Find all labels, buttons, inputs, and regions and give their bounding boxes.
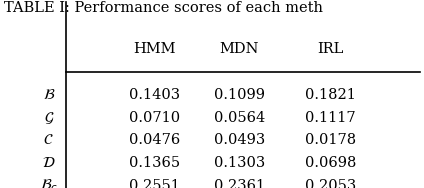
Text: 0.0178: 0.0178: [305, 133, 356, 147]
Text: 0.2361: 0.2361: [214, 179, 265, 188]
Text: $\mathcal{G}$: $\mathcal{G}$: [44, 109, 54, 126]
Text: $\mathcal{C}$: $\mathcal{C}$: [44, 133, 54, 147]
Text: 0.1403: 0.1403: [129, 88, 180, 102]
Text: 0.1365: 0.1365: [129, 156, 180, 170]
Text: 0.1821: 0.1821: [305, 88, 356, 102]
Text: 0.2053: 0.2053: [305, 179, 356, 188]
Text: $\mathcal{B}_c$: $\mathcal{B}_c$: [39, 178, 58, 188]
Text: $\mathcal{B}$: $\mathcal{B}$: [42, 88, 55, 102]
Text: $\mathcal{D}$: $\mathcal{D}$: [42, 156, 56, 170]
Text: MDN: MDN: [220, 42, 259, 56]
Text: 0.1303: 0.1303: [214, 156, 265, 170]
Text: 0.0710: 0.0710: [129, 111, 180, 124]
Text: 0.1099: 0.1099: [214, 88, 265, 102]
Text: 0.0564: 0.0564: [214, 111, 265, 124]
Text: HMM: HMM: [134, 42, 176, 56]
Text: 0.0476: 0.0476: [129, 133, 180, 147]
Text: IRL: IRL: [318, 42, 344, 56]
Text: 0.0698: 0.0698: [305, 156, 357, 170]
Text: 0.1117: 0.1117: [305, 111, 356, 124]
Text: 0.2551: 0.2551: [129, 179, 180, 188]
Text: 0.0493: 0.0493: [214, 133, 265, 147]
Text: TABLE I: Performance scores of each meth: TABLE I: Performance scores of each meth: [4, 1, 323, 15]
